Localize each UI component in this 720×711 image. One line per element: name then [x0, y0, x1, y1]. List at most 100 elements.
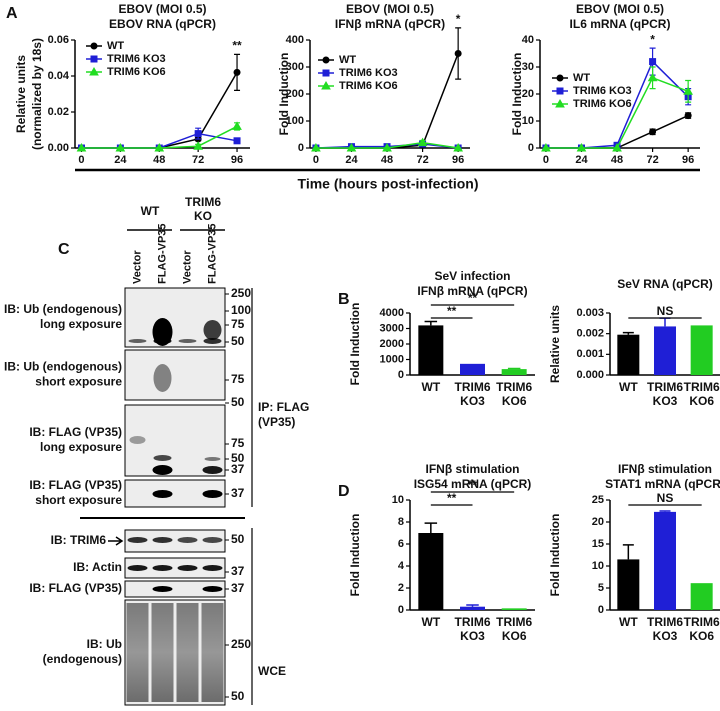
y-tick-label: 400 [286, 34, 304, 46]
error-bar [622, 544, 634, 560]
x-tick-label: KO6 [689, 394, 714, 408]
mw-marker: 250 [231, 637, 251, 651]
mw-marker: 37 [231, 581, 245, 595]
blot-band [202, 490, 223, 498]
bar [460, 363, 485, 375]
band-arrow [108, 536, 124, 546]
mw-marker: 75 [231, 317, 245, 331]
significance: ** [468, 291, 478, 305]
y-tick-label: 4000 [380, 307, 404, 319]
y-tick-label: 0.001 [576, 348, 604, 360]
legend-marker [322, 56, 330, 64]
significance: ** [447, 491, 457, 505]
bar [418, 325, 444, 375]
data-point [417, 137, 428, 147]
chart-title: SeV infection [434, 269, 510, 283]
y-tick-label: 25 [592, 494, 604, 506]
mw-marker: 250 [231, 286, 251, 300]
blot-image [124, 349, 226, 401]
data-point [649, 128, 657, 136]
lane-label: Vector [131, 250, 143, 284]
group-label: TRIM6 [185, 195, 221, 209]
blot-band [129, 436, 146, 444]
error-bar [466, 604, 479, 607]
chart-title: IFNβ stimulation [426, 462, 520, 476]
significance: ** [232, 39, 242, 53]
legend-marker [556, 74, 564, 82]
bar [690, 325, 713, 375]
x-tick-label: KO3 [653, 629, 678, 643]
data-point [346, 142, 357, 152]
bar [654, 511, 676, 610]
data-point [233, 137, 241, 145]
blot-label: short exposure [35, 375, 122, 389]
y-tick-label: 200 [286, 88, 304, 100]
blot-band [152, 465, 173, 475]
chart-title: IFNβ stimulation [618, 462, 712, 476]
blot-label: IB: FLAG (VP35) [29, 425, 122, 439]
y-axis-label: Relative units [14, 55, 28, 133]
chart-subtitle: EBOV RNA (qPCR) [109, 17, 216, 31]
bar [690, 583, 713, 610]
data-point [233, 68, 241, 76]
blot-band [204, 457, 221, 461]
significance: ** [468, 478, 478, 492]
data-point [232, 121, 242, 130]
blot-label: short exposure [35, 493, 122, 507]
x-tick-label: TRIM6 [455, 380, 491, 394]
group-label: KO [194, 209, 212, 223]
x-tick-label: TRIM6 [496, 380, 532, 394]
mw-marker: 75 [231, 372, 245, 386]
y-tick-label: 3000 [380, 322, 404, 334]
y-tick-label: 0.00 [48, 142, 69, 154]
chart-subtitle: IFNβ mRNA (qPCR) [335, 17, 445, 31]
legend-marker [322, 69, 330, 77]
y-tick-label: 4 [398, 560, 405, 572]
x-tick-label: TRIM6 [496, 615, 532, 629]
mw-marker: 50 [231, 451, 245, 465]
blot-label: IB: FLAG (VP35) [29, 581, 122, 595]
blot-band [177, 565, 198, 571]
y-axis-label: Fold Induction [510, 53, 524, 136]
blot-smear [176, 603, 199, 702]
x-tick-label: 24 [575, 154, 588, 166]
x-tick-label: TRIM6 [684, 380, 720, 394]
blot-label: IB: Ub (endogenous) [4, 360, 122, 374]
x-tick-label: KO3 [653, 394, 678, 408]
chart-title: EBOV (MOI 0.5) [576, 2, 664, 16]
panel-label: B [338, 291, 350, 308]
x-tick-label: 72 [646, 154, 658, 166]
blot-band [128, 339, 147, 343]
blot-band [152, 537, 173, 543]
blot-label: IB: Ub [87, 637, 122, 651]
blot-label: (endogenous) [43, 652, 122, 666]
data-point [683, 86, 694, 95]
x-tick-label: 0 [543, 154, 549, 166]
x-tick-label: WT [619, 615, 638, 629]
blot-band [178, 339, 197, 343]
chart-subtitle: IFNβ mRNA (qPCR) [417, 284, 527, 298]
data-point [576, 142, 587, 152]
blot-smear [126, 603, 149, 702]
mw-marker: 37 [231, 486, 245, 500]
error-bar [659, 317, 671, 327]
y-axis-label: (normalized by 18s) [30, 38, 44, 150]
legend-label: TRIM6 KO3 [339, 67, 398, 79]
x-tick-label: KO6 [502, 629, 527, 643]
y-tick-label: 0 [528, 142, 534, 154]
y-axis-label: Fold Induction [348, 514, 362, 597]
chart-subtitle: IL6 mRNA (qPCR) [570, 17, 671, 31]
x-tick-label: TRIM6 [647, 615, 683, 629]
mw-marker: 37 [231, 564, 245, 578]
data-point [453, 142, 464, 152]
lane-label: FLAG-VP35 [206, 223, 218, 284]
bar [460, 606, 485, 610]
y-tick-label: 8 [398, 516, 404, 528]
y-axis-label: Fold Induction [277, 53, 291, 136]
mw-marker: 75 [231, 436, 245, 450]
x-tick-label: 24 [345, 154, 358, 166]
y-tick-label: 0.002 [576, 328, 604, 340]
y-tick-label: 0 [398, 604, 404, 616]
legend-label: WT [107, 40, 124, 52]
data-point [193, 141, 204, 150]
